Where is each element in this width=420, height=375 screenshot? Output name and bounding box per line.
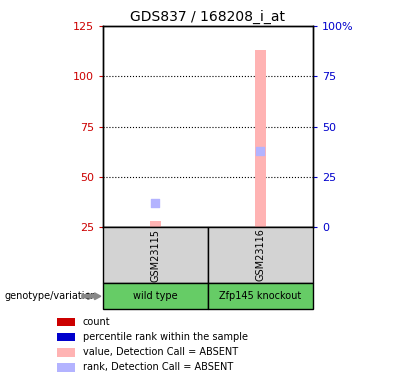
- Text: count: count: [83, 317, 110, 327]
- Bar: [103, 227, 208, 283]
- Title: GDS837 / 168208_i_at: GDS837 / 168208_i_at: [130, 10, 286, 24]
- Text: genotype/variation: genotype/variation: [4, 291, 97, 301]
- Text: rank, Detection Call = ABSENT: rank, Detection Call = ABSENT: [83, 363, 233, 372]
- Text: wild type: wild type: [133, 291, 178, 301]
- Bar: [57, 318, 75, 326]
- Text: value, Detection Call = ABSENT: value, Detection Call = ABSENT: [83, 347, 238, 357]
- Text: GSM23116: GSM23116: [255, 228, 265, 281]
- Bar: [103, 283, 208, 309]
- Bar: [150, 221, 160, 227]
- Text: GSM23115: GSM23115: [150, 228, 160, 282]
- Bar: [208, 283, 313, 309]
- Point: [257, 148, 264, 154]
- Text: Zfp145 knockout: Zfp145 knockout: [219, 291, 302, 301]
- Point: [152, 200, 159, 206]
- Bar: [208, 227, 313, 283]
- Text: percentile rank within the sample: percentile rank within the sample: [83, 332, 248, 342]
- Bar: [255, 50, 265, 227]
- Bar: [57, 348, 75, 357]
- Bar: [57, 333, 75, 342]
- Bar: [57, 363, 75, 372]
